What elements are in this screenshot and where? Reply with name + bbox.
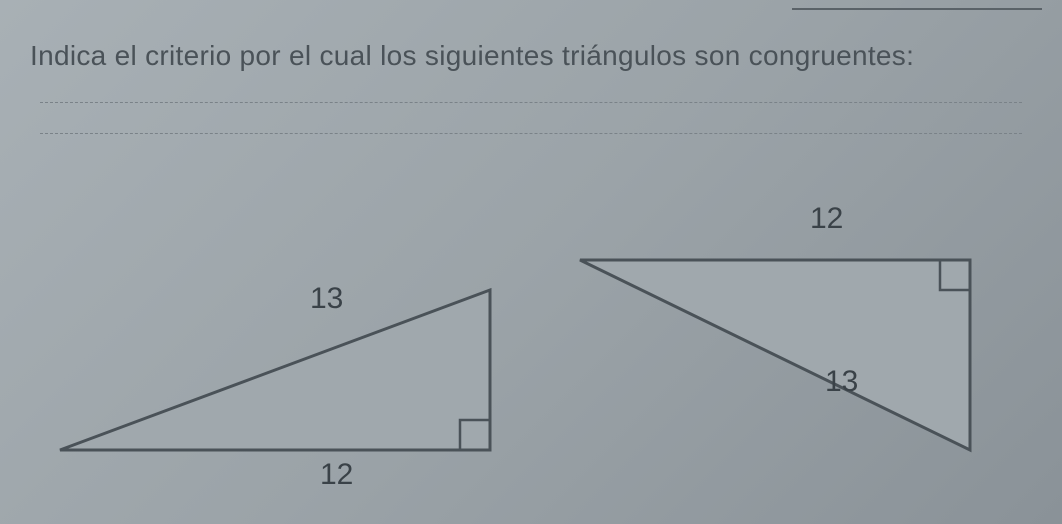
instruction-text: Indica el criterio por el cual los sigui…	[30, 40, 1032, 72]
triangle-left-svg	[50, 250, 520, 480]
triangle-right-svg	[570, 230, 1010, 480]
label-hypotenuse-left: 13	[310, 282, 343, 316]
top-divider	[792, 8, 1042, 10]
label-top-right: 12	[810, 202, 843, 236]
label-base-left: 12	[320, 458, 353, 492]
triangle-left: 13 12	[50, 250, 520, 480]
answer-line-1	[40, 102, 1022, 103]
page-container: Indica el criterio por el cual los sigui…	[0, 0, 1062, 524]
figures-area: 13 12 12 13	[0, 220, 1062, 500]
label-hypotenuse-right: 13	[825, 365, 858, 399]
answer-line-2	[40, 133, 1022, 134]
triangle-right-shape	[580, 260, 970, 450]
triangle-right: 12 13	[570, 230, 1010, 480]
triangle-left-shape	[60, 290, 490, 450]
